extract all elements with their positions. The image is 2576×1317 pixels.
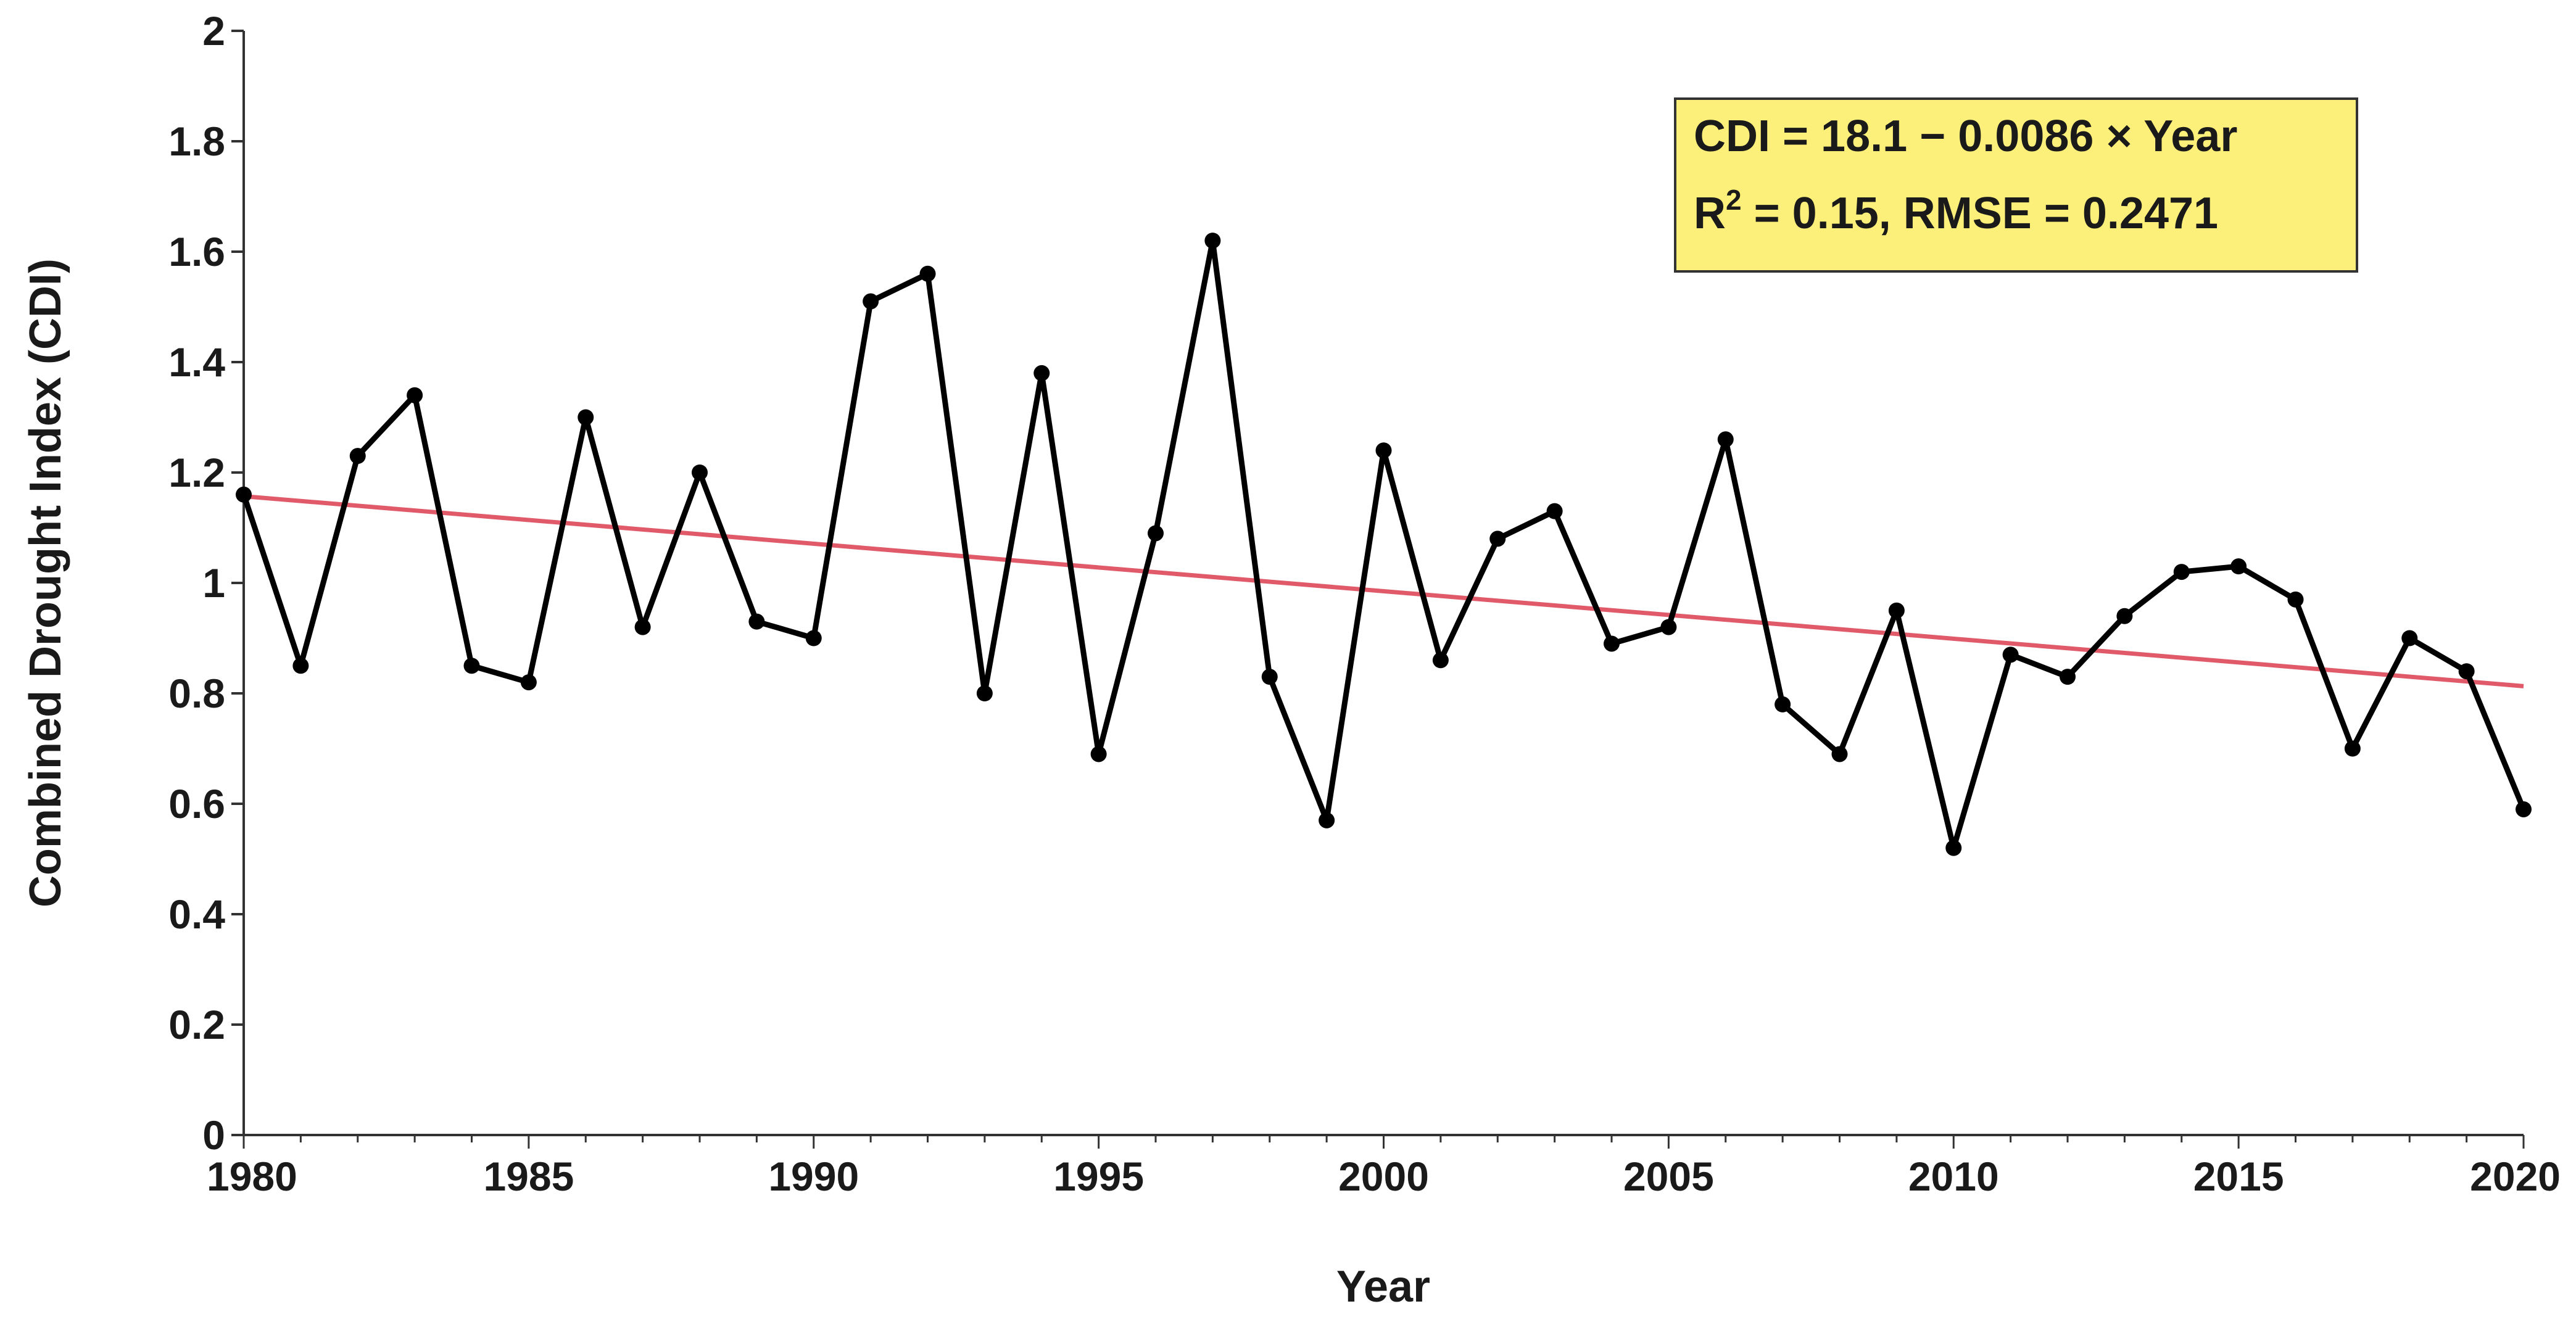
cdi-data-point: [2173, 564, 2190, 580]
cdi-data-point: [1432, 652, 1449, 669]
cdi-data-point: [2230, 558, 2247, 575]
cdi-data-point: [2002, 646, 2019, 663]
cdi-data-point: [1775, 696, 1791, 712]
cdi-data-point: [1604, 635, 1620, 652]
x-tick-label: 2010: [1908, 1154, 1999, 1199]
y-tick-label: 1: [202, 560, 225, 606]
cdi-data-point: [863, 293, 879, 310]
cdi-data-point: [1319, 812, 1335, 828]
cdi-data-point: [2516, 801, 2532, 817]
cdi-data-point: [919, 265, 936, 282]
y-tick-label: 0: [202, 1112, 225, 1158]
cdi-data-point: [520, 674, 537, 691]
cdi-data-point: [2287, 591, 2304, 608]
cdi-data-point: [2458, 663, 2475, 680]
y-axis-title: Combined Drought Index (CDI): [21, 258, 70, 907]
x-axis-title: Year: [1336, 1262, 1430, 1311]
x-tick-label: 1995: [1053, 1154, 1144, 1199]
cdi-data-point: [1831, 746, 1848, 762]
equation-annotation: CDI = 18.1 − 0.0086 × Year R2 = 0.15, RM…: [1674, 97, 2358, 273]
cdi-data-point: [1717, 431, 1734, 448]
y-tick-label: 1.2: [168, 450, 225, 495]
cdi-data-point: [1660, 619, 1677, 635]
y-tick-label: 1.8: [168, 118, 225, 164]
cdi-data-point: [1945, 840, 1962, 856]
cdi-data-point: [2116, 608, 2133, 624]
x-tick-label: 2000: [1338, 1154, 1429, 1199]
cdi-data-point: [1033, 365, 1050, 381]
cdi-data-point: [1888, 602, 1905, 619]
x-tick-label: 1980: [207, 1154, 297, 1199]
y-tick-label: 0.4: [168, 891, 225, 937]
y-tick-label: 1.4: [168, 339, 225, 385]
cdi-data-point: [976, 685, 993, 701]
cdi-series-line: [241, 237, 2527, 851]
trend-line: [243, 493, 2524, 688]
cdi-data-point: [407, 387, 423, 403]
y-tick-label: 0.8: [168, 671, 225, 716]
x-tick-label: 2015: [2193, 1154, 2284, 1199]
cdi-data-point: [1090, 746, 1107, 762]
cdi-data-point: [1204, 233, 1221, 249]
x-tick-label: 2020: [2470, 1154, 2561, 1199]
cdi-data-point: [2060, 669, 2076, 685]
cdi-data-point: [1546, 503, 1563, 519]
cdi-data-point: [2401, 630, 2418, 646]
cdi-data-point: [634, 619, 651, 635]
equation-box: [1674, 97, 2358, 273]
cdi-data-point: [1261, 669, 1278, 685]
r-squared-rmse-text: = 0.15, RMSE = 0.2471: [1742, 189, 2219, 238]
cdi-data-point: [1148, 525, 1164, 542]
cdi-data-point: [692, 464, 708, 481]
y-tick-label: 0.6: [168, 781, 225, 827]
r-squared-superscript: 2: [1726, 184, 1742, 216]
cdi-data-point: [236, 486, 252, 503]
cdi-data-point: [1375, 442, 1392, 459]
cdi-data-point: [805, 630, 822, 646]
r-symbol: R: [1694, 189, 1726, 238]
cdi-data-point: [1489, 531, 1506, 547]
y-tick-label: 0.2: [168, 1002, 225, 1047]
cdi-data-point: [748, 613, 765, 630]
y-tick-label: 2: [202, 8, 225, 54]
cdi-data-point: [578, 409, 594, 426]
cdi-data-point: [349, 448, 366, 464]
equation-line-2: R2 = 0.15, RMSE = 0.2471: [1694, 184, 2218, 238]
x-tick-label: 1985: [483, 1154, 574, 1199]
cdi-data-point: [463, 658, 480, 674]
cdi-data-point: [292, 658, 309, 674]
x-tick-label: 2005: [1623, 1154, 1714, 1199]
x-tick-label: 1990: [768, 1154, 859, 1199]
equation-line-1: CDI = 18.1 − 0.0086 × Year: [1694, 112, 2237, 161]
y-tick-label: 1.6: [168, 229, 225, 275]
cdi-data-point: [2344, 740, 2361, 757]
